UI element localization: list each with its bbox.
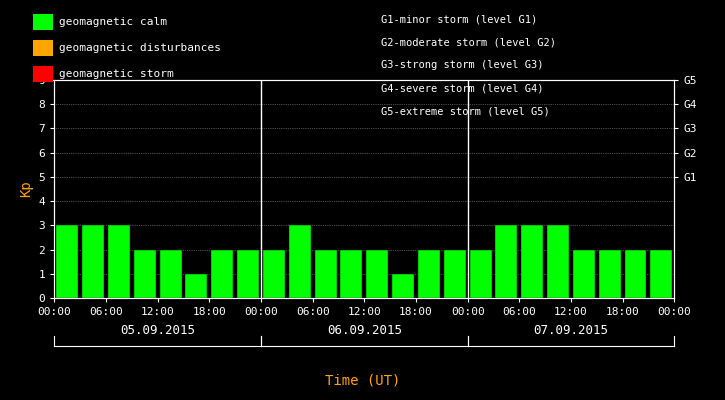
Bar [573,250,594,298]
Bar [392,274,414,298]
Bar [650,250,672,298]
Bar [57,225,78,298]
Bar [315,250,336,298]
Bar [289,225,311,298]
Text: 06.09.2015: 06.09.2015 [327,324,402,336]
Text: G5-extreme storm (level G5): G5-extreme storm (level G5) [381,107,550,117]
Text: Time (UT): Time (UT) [325,374,400,388]
Bar [470,250,492,298]
Y-axis label: Kp: Kp [19,181,33,197]
Text: geomagnetic calm: geomagnetic calm [59,17,167,27]
Text: G3-strong storm (level G3): G3-strong storm (level G3) [381,60,543,70]
Bar [237,250,259,298]
Text: 05.09.2015: 05.09.2015 [120,324,195,336]
Bar [366,250,388,298]
Text: G4-severe storm (level G4): G4-severe storm (level G4) [381,84,543,94]
Bar [134,250,156,298]
Bar [521,225,543,298]
Bar [211,250,233,298]
Text: 07.09.2015: 07.09.2015 [534,324,608,336]
Text: geomagnetic disturbances: geomagnetic disturbances [59,43,221,53]
Bar [108,225,130,298]
Bar [599,250,621,298]
Bar [186,274,207,298]
Bar [444,250,465,298]
Bar [82,225,104,298]
Text: geomagnetic storm: geomagnetic storm [59,69,174,79]
Bar [418,250,440,298]
Bar [547,225,569,298]
Text: G2-moderate storm (level G2): G2-moderate storm (level G2) [381,37,555,47]
Bar [495,225,518,298]
Bar [341,250,362,298]
Bar [160,250,181,298]
Bar [624,250,647,298]
Text: G1-minor storm (level G1): G1-minor storm (level G1) [381,14,537,24]
Bar [263,250,285,298]
